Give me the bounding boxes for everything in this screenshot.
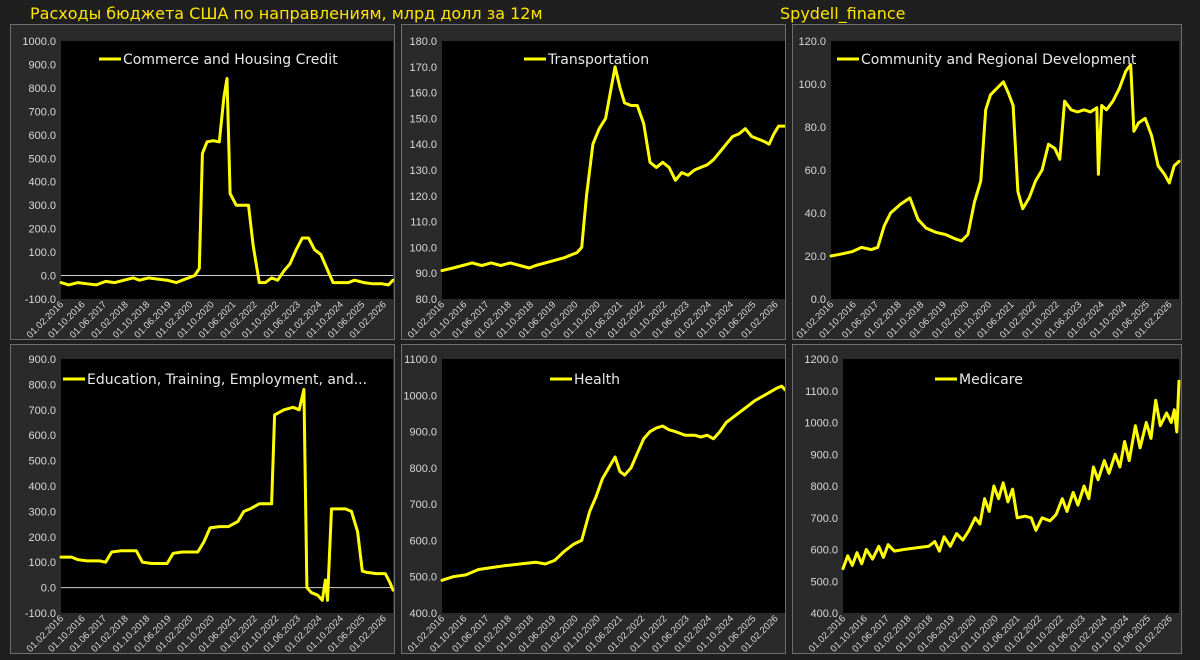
series-line <box>829 63 1181 258</box>
y-tick-label: 400.0 <box>810 608 838 620</box>
plot-area <box>831 41 1179 299</box>
plot-area <box>843 359 1179 613</box>
author-label: Spydell_finance <box>780 4 906 23</box>
y-tick-label: 100.0 <box>409 242 437 254</box>
series-line <box>59 388 394 602</box>
y-tick-label: 300.0 <box>28 200 56 212</box>
chart-panel-education-training: -100.0 0.0 100.0 200.0 300.0 400.0 500.0 600.0 7… <box>10 344 395 654</box>
y-tick-label: 700.0 <box>28 106 56 118</box>
chart-panel-medicare: 400.0 500.0 600.0 700.0 800.0 900.0 1000.0 1100… <box>792 344 1182 654</box>
y-tick-label: 600.0 <box>28 430 56 442</box>
y-tick-label: 500.0 <box>810 576 838 588</box>
legend-label: Education, Training, Employment, and... <box>87 372 367 388</box>
y-tick-label: 1000.0 <box>22 36 56 48</box>
y-tick-label: 800.0 <box>810 481 838 493</box>
y-tick-label: 100.0 <box>28 247 56 259</box>
y-tick-label: 100.0 <box>28 557 56 569</box>
y-tick-label: 800.0 <box>409 463 437 475</box>
chart-panel-commerce-housing: -100.0 0.0 100.0 200.0 300.0 400.0 500.0 600.0 7… <box>10 24 395 340</box>
y-tick-label: 1200.0 <box>804 354 838 366</box>
y-tick-label: 300.0 <box>28 506 56 518</box>
legend-label: Medicare <box>959 372 1023 388</box>
chart-svg: 400.0 500.0 600.0 700.0 800.0 900.0 1000.0 1100… <box>804 354 1181 653</box>
y-tick-label: 200.0 <box>28 532 56 544</box>
chart-svg: -100.0 0.0 100.0 200.0 300.0 400.0 500.0 600.0 7… <box>25 354 394 653</box>
series-line <box>440 384 785 582</box>
y-tick-label: 500.0 <box>409 572 437 584</box>
chart-svg: 0.020.040.060.080.0100.0120.001.02.20160… <box>795 36 1181 339</box>
y-tick-label: 1000.0 <box>403 390 437 402</box>
plot-area <box>442 359 785 613</box>
y-tick-label: 140.0 <box>409 139 437 151</box>
plot-area <box>442 41 785 299</box>
y-tick-label: 700.0 <box>810 513 838 525</box>
chart-panel-health: 400.0 500.0 600.0 700.0 800.0 900.0 1000.0 1100… <box>401 344 786 654</box>
y-tick-label: 900.0 <box>28 354 56 366</box>
y-tick-label: 1100.0 <box>805 386 838 398</box>
y-tick-label: 80.0 <box>805 122 826 134</box>
legend-label: Commerce and Housing Credit <box>123 52 338 68</box>
legend-label: Transportation <box>547 52 649 68</box>
y-tick-label: 200.0 <box>28 224 56 236</box>
y-tick-label: 800.0 <box>28 379 56 391</box>
legend-label: Community and Regional Development <box>861 52 1137 68</box>
y-tick-label: 600.0 <box>810 545 838 557</box>
y-tick-label: 170.0 <box>409 62 437 74</box>
y-tick-label: 180.0 <box>409 36 437 48</box>
y-tick-label: 110.0 <box>410 217 437 229</box>
y-tick-label: 60.0 <box>805 165 826 177</box>
y-tick-label: 400.0 <box>409 608 437 620</box>
y-tick-label: 800.0 <box>28 83 56 95</box>
y-tick-label: 0.0 <box>41 583 56 595</box>
y-tick-label: 600.0 <box>28 130 56 142</box>
page-title: Расходы бюджета США по направлениям, млр… <box>30 4 543 23</box>
y-tick-label: 150.0 <box>409 113 437 125</box>
y-tick-label: 500.0 <box>28 153 56 165</box>
y-tick-label: 1100.0 <box>404 354 437 366</box>
chart-svg: 400.0 500.0 600.0 700.0 800.0 900.0 1000.0 1100… <box>403 354 785 653</box>
y-tick-label: 120.0 <box>409 191 437 203</box>
series-line <box>440 65 785 273</box>
y-tick-label: -100.0 <box>25 608 56 620</box>
y-tick-label: 0.0 <box>811 294 826 306</box>
series-line <box>59 77 394 287</box>
series-line <box>841 379 1181 571</box>
y-tick-label: 160.0 <box>409 88 437 100</box>
plot-area <box>61 359 393 613</box>
y-tick-label: 20.0 <box>805 251 826 263</box>
chart-panel-community-development: 0.0 20.0 40.0 60.0 80.0 100.0 120.0 01.02.2016 0… <box>792 24 1182 340</box>
y-tick-label: 80.0 <box>416 294 437 306</box>
y-tick-label: 900.0 <box>28 59 56 71</box>
y-tick-label: 900.0 <box>810 449 838 461</box>
y-tick-label: 600.0 <box>409 535 437 547</box>
y-tick-label: -100.0 <box>25 294 56 306</box>
y-tick-label: 700.0 <box>28 405 56 417</box>
legend-label: Health <box>574 372 620 388</box>
chart-svg: -100.0 0.0 100.0 200.0 300.0 400.0 500.0 600.0 7… <box>22 36 394 339</box>
y-tick-label: 400.0 <box>28 177 56 189</box>
y-tick-label: 100.0 <box>798 79 826 91</box>
y-tick-label: 900.0 <box>409 427 437 439</box>
y-tick-label: 130.0 <box>409 165 437 177</box>
chart-svg: 80.0 90.0 100.0 110.0 120.0 130.0 140.0 150.0 16… <box>406 36 785 339</box>
y-tick-label: 500.0 <box>28 456 56 468</box>
y-tick-label: 120.0 <box>798 36 826 48</box>
y-tick-label: 1000.0 <box>804 418 838 430</box>
y-tick-label: 40.0 <box>805 208 826 220</box>
y-tick-label: 0.0 <box>41 271 56 283</box>
y-tick-label: 90.0 <box>416 268 437 280</box>
y-tick-label: 400.0 <box>28 481 56 493</box>
chart-panel-transportation: 80.0 90.0 100.0 110.0 120.0 130.0 140.0 150.0 16… <box>401 24 786 340</box>
y-tick-label: 700.0 <box>409 499 437 511</box>
